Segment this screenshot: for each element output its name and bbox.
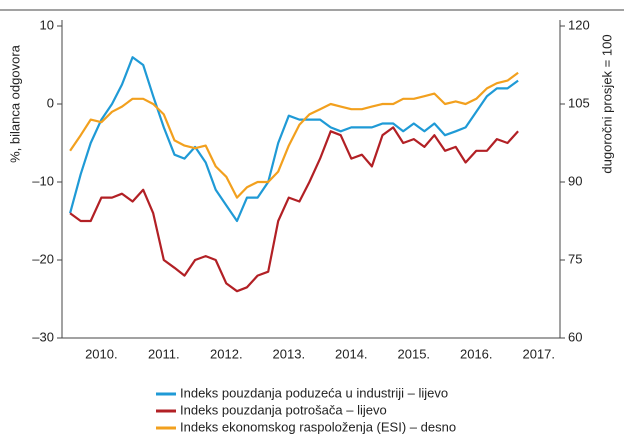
x-tick-label: 2013. [273,346,306,361]
x-tick-label: 2010. [85,346,118,361]
y-tick-label: 0 [47,95,54,110]
series-line [69,71,519,199]
x-tick-label: 2014. [335,346,368,361]
y-tick-label: 10 [40,17,54,32]
y2-tick-label: 90 [568,173,582,188]
x-tick-label: 2011. [148,346,180,361]
x-tick-label: 2016. [460,346,493,361]
y-tick-label: –30 [32,329,54,344]
y2-tick-label: 75 [568,251,582,266]
y2-tick-label: 105 [568,95,590,110]
y-tick-label: –10 [32,173,54,188]
y-tick-label: –20 [32,251,54,266]
y2-tick-label: 120 [568,17,590,32]
y2-tick-label: 60 [568,329,582,344]
series-line [69,126,519,293]
x-tick-label: 2015. [398,346,431,361]
legend-label: Indeks ekonomskog raspoloženja (ESI) – d… [180,419,456,434]
series-line [69,56,519,223]
x-tick-label: 2012. [210,346,243,361]
x-tick-label: 2017. [522,346,555,361]
legend-label: Indeks pouzdanja poduzeća u industriji –… [180,385,448,400]
y2-axis-label: dugoročni prosjek = 100 [599,34,614,173]
y-axis-label: %, bilanca odgovora [7,44,22,163]
legend-label: Indeks pouzdanja potrošača – lijevo [180,402,387,417]
